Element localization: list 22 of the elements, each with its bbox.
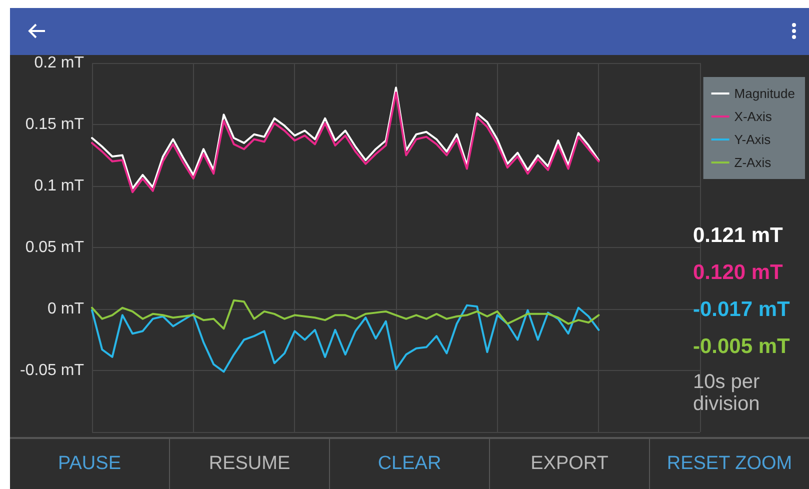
annotation: 0.121 mT (693, 223, 784, 249)
legend-label: Y-Axis (734, 132, 772, 147)
y-tick-label: -0.05 mT (20, 362, 84, 379)
text: EXPORT (489, 439, 649, 489)
annotation: -0.017 mT (693, 297, 791, 323)
legend-label: Magnitude (734, 86, 796, 101)
annotation: 0.120 mT (693, 260, 784, 286)
y-tick-label: 0.05 mT (25, 239, 84, 256)
legend-label: Z-Axis (734, 155, 772, 170)
annotation: -0.005 mT (693, 334, 791, 360)
annotation: 10s per division (693, 371, 761, 415)
line-series (91, 299, 600, 330)
y-tick-label: 0.2 mT (34, 54, 84, 72)
text: RESET ZOOM (649, 439, 809, 489)
y-tick-label: 0.15 mT (25, 116, 84, 133)
line-series (91, 304, 600, 373)
text: RESUME (169, 439, 329, 489)
text: CLEAR (329, 439, 489, 489)
text: PAUSE (56, 452, 122, 476)
y-tick-label: 0 mT (48, 300, 84, 318)
legend-label: X-Axis (734, 109, 772, 124)
y-tick-label: 0.1 mT (34, 178, 84, 194)
